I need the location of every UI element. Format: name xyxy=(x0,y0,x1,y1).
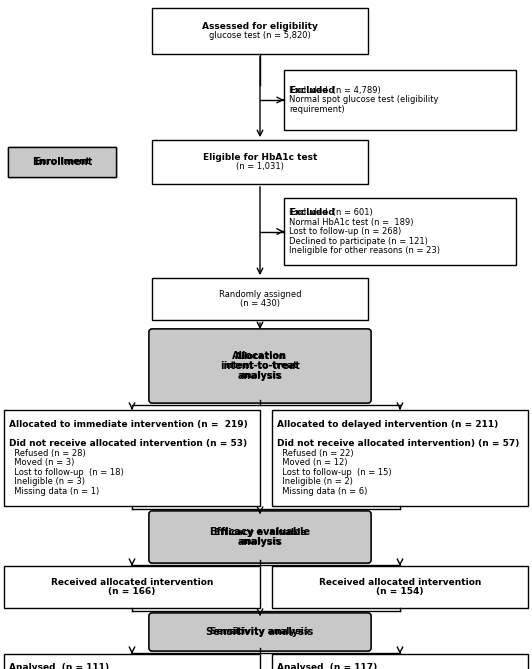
Text: intent-to-treat: intent-to-treat xyxy=(223,361,297,371)
FancyBboxPatch shape xyxy=(284,198,516,265)
Text: Efficacy evaluable: Efficacy evaluable xyxy=(214,528,306,537)
Text: Sensitivity analysis: Sensitivity analysis xyxy=(211,628,310,636)
Text: requirement): requirement) xyxy=(289,105,345,114)
Text: Did not receive allocated intervention (n = 53): Did not receive allocated intervention (… xyxy=(9,440,247,448)
FancyBboxPatch shape xyxy=(149,511,371,563)
Text: intent-to-treat: intent-to-treat xyxy=(220,361,300,371)
Text: Allocation: Allocation xyxy=(235,352,286,361)
FancyBboxPatch shape xyxy=(4,566,260,608)
Text: Declined to participate (n = 121): Declined to participate (n = 121) xyxy=(289,237,428,246)
Text: Missing data (n = 6): Missing data (n = 6) xyxy=(277,487,368,496)
Text: Efficacy evaluable: Efficacy evaluable xyxy=(210,527,310,537)
Text: Lost to follow-up (n = 268): Lost to follow-up (n = 268) xyxy=(289,227,401,236)
Text: Allocated to delayed intervention (n = 211): Allocated to delayed intervention (n = 2… xyxy=(277,420,498,429)
Text: Analysed  (n = 111): Analysed (n = 111) xyxy=(9,663,109,669)
Text: Ineligible (n = 3): Ineligible (n = 3) xyxy=(9,477,85,486)
Text: Excluded: Excluded xyxy=(289,208,335,217)
Text: glucose test (n = 5,820): glucose test (n = 5,820) xyxy=(209,31,311,40)
Text: Ineligible for other reasons (n = 23): Ineligible for other reasons (n = 23) xyxy=(289,246,440,255)
FancyBboxPatch shape xyxy=(152,140,368,184)
Text: Enrollment: Enrollment xyxy=(34,157,90,167)
Text: (n = 430): (n = 430) xyxy=(240,299,280,308)
Text: Missing data (n = 1): Missing data (n = 1) xyxy=(9,487,99,496)
Text: (n = 154): (n = 154) xyxy=(376,587,424,596)
FancyBboxPatch shape xyxy=(152,278,368,320)
Text: Excluded: Excluded xyxy=(289,86,335,95)
Text: (n = 1,031): (n = 1,031) xyxy=(236,163,284,171)
FancyBboxPatch shape xyxy=(149,329,371,403)
Text: Received allocated intervention: Received allocated intervention xyxy=(319,578,481,587)
Text: Moved (n = 12): Moved (n = 12) xyxy=(277,458,347,467)
Text: Allocation: Allocation xyxy=(232,351,288,361)
FancyBboxPatch shape xyxy=(152,8,368,54)
Text: Analysed  (n = 117): Analysed (n = 117) xyxy=(277,663,377,669)
FancyBboxPatch shape xyxy=(149,613,371,651)
Text: Lost to follow-up  (n = 18): Lost to follow-up (n = 18) xyxy=(9,468,124,477)
FancyBboxPatch shape xyxy=(4,410,260,506)
Text: Enrollment: Enrollment xyxy=(32,157,92,167)
Text: Assessed for eligibility: Assessed for eligibility xyxy=(202,22,318,31)
FancyBboxPatch shape xyxy=(272,566,528,608)
Text: Moved (n = 3): Moved (n = 3) xyxy=(9,458,74,467)
FancyBboxPatch shape xyxy=(4,654,260,669)
Text: analysis: analysis xyxy=(238,537,282,547)
Text: analysis: analysis xyxy=(239,371,281,380)
Text: Ineligible (n = 2): Ineligible (n = 2) xyxy=(277,477,353,486)
Text: Refused (n = 22): Refused (n = 22) xyxy=(277,449,354,458)
Text: Lost to follow-up  (n = 15): Lost to follow-up (n = 15) xyxy=(277,468,392,477)
Text: Did not receive allocated intervention) (n = 57): Did not receive allocated intervention) … xyxy=(277,440,519,448)
Text: analysis: analysis xyxy=(239,537,281,547)
FancyBboxPatch shape xyxy=(272,410,528,506)
FancyBboxPatch shape xyxy=(149,329,371,403)
FancyBboxPatch shape xyxy=(284,70,516,130)
Text: Excluded  (n = 4,789): Excluded (n = 4,789) xyxy=(289,86,381,95)
Text: Excluded  (n = 601): Excluded (n = 601) xyxy=(289,208,373,217)
FancyBboxPatch shape xyxy=(149,613,371,651)
FancyBboxPatch shape xyxy=(8,147,116,177)
FancyBboxPatch shape xyxy=(149,511,371,563)
Text: Randomly assigned: Randomly assigned xyxy=(219,290,301,299)
Text: Normal spot glucose test (eligibility: Normal spot glucose test (eligibility xyxy=(289,96,438,104)
Text: Received allocated intervention: Received allocated intervention xyxy=(51,578,213,587)
Text: Sensitivity analysis: Sensitivity analysis xyxy=(206,627,314,637)
FancyBboxPatch shape xyxy=(272,654,528,669)
Text: (n = 166): (n = 166) xyxy=(109,587,156,596)
Text: Normal HbA1c test (n =  189): Normal HbA1c test (n = 189) xyxy=(289,217,413,227)
Text: Refused (n = 28): Refused (n = 28) xyxy=(9,449,86,458)
Text: Eligible for HbA1c test: Eligible for HbA1c test xyxy=(203,153,317,162)
Text: analysis: analysis xyxy=(238,371,282,381)
FancyBboxPatch shape xyxy=(8,147,116,177)
Text: Allocated to immediate intervention (n =  219): Allocated to immediate intervention (n =… xyxy=(9,420,248,429)
